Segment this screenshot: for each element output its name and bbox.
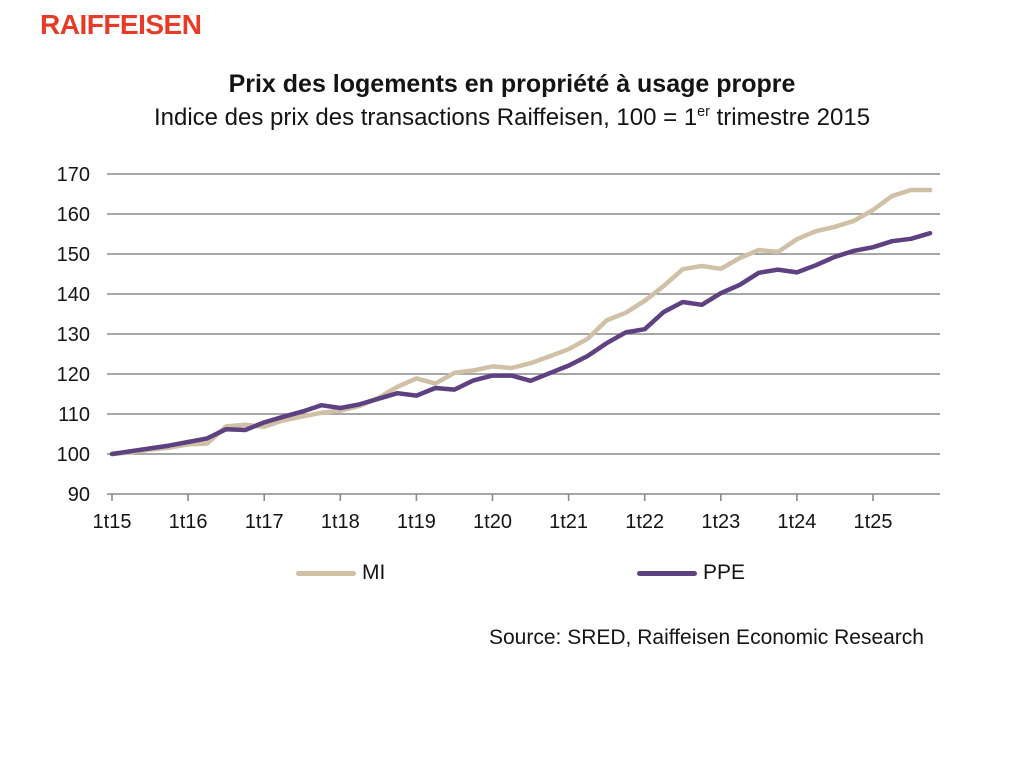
mi-line-swatch — [296, 570, 356, 576]
x-tick-label-1t18: 1t18 — [321, 511, 360, 533]
x-tick-label-1t19: 1t19 — [397, 511, 436, 533]
y-tick-label-140: 140 — [57, 284, 90, 306]
raiffeisen-logo: RAIFFEISEN — [40, 9, 202, 40]
subtitle-prefix: Indice des prix des transactions Raiffei… — [153, 104, 698, 131]
x-tick-label-1t21: 1t21 — [549, 511, 588, 533]
x-tick-label-1t17: 1t17 — [245, 511, 284, 533]
y-tick-label-120: 120 — [57, 364, 90, 386]
y-tick-label-110: 110 — [58, 404, 90, 426]
source-text: Source: SRED, Raiffeisen Economic Resear… — [489, 626, 924, 649]
ppe-line-swatch — [637, 570, 697, 576]
y-tick-label-90: 90 — [68, 484, 90, 506]
chart-title: Prix des logements en propriété à usage … — [228, 70, 796, 98]
x-tick-label-1t16: 1t16 — [169, 511, 208, 533]
x-tick-label-1t22: 1t22 — [625, 511, 664, 533]
mi-line — [109, 187, 933, 457]
subtitle-superscript: er — [697, 104, 710, 120]
y-tick-label-130: 130 — [57, 324, 90, 346]
x-tick-label-1t25: 1t25 — [854, 511, 893, 533]
subtitle-suffix: trimestre 2015 — [709, 104, 871, 131]
legend-item-mi: MI — [296, 560, 385, 586]
x-tick-label-1t15: 1t15 — [93, 511, 132, 533]
y-tick-label-170: 170 — [57, 164, 90, 186]
x-tick-label-1t24: 1t24 — [777, 511, 816, 533]
mi-legend-label: MI — [362, 561, 386, 584]
ppe-legend-label: PPE — [703, 561, 746, 584]
chart-subtitle: Indice des prix des transactions Raiffei… — [0, 104, 1024, 132]
y-tick-label-160: 160 — [57, 204, 90, 226]
x-tick-label-1t20: 1t20 — [473, 511, 512, 533]
y-tick-label-100: 100 — [57, 444, 90, 466]
legend-item-ppe: PPE — [637, 560, 745, 586]
x-tick-label-1t23: 1t23 — [701, 511, 740, 533]
ppe-line — [109, 230, 933, 457]
y-tick-label-150: 150 — [57, 244, 90, 266]
